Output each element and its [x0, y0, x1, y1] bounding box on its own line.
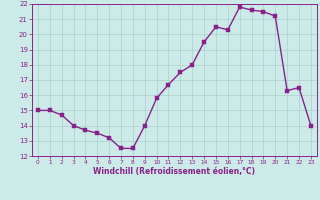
X-axis label: Windchill (Refroidissement éolien,°C): Windchill (Refroidissement éolien,°C) — [93, 167, 255, 176]
